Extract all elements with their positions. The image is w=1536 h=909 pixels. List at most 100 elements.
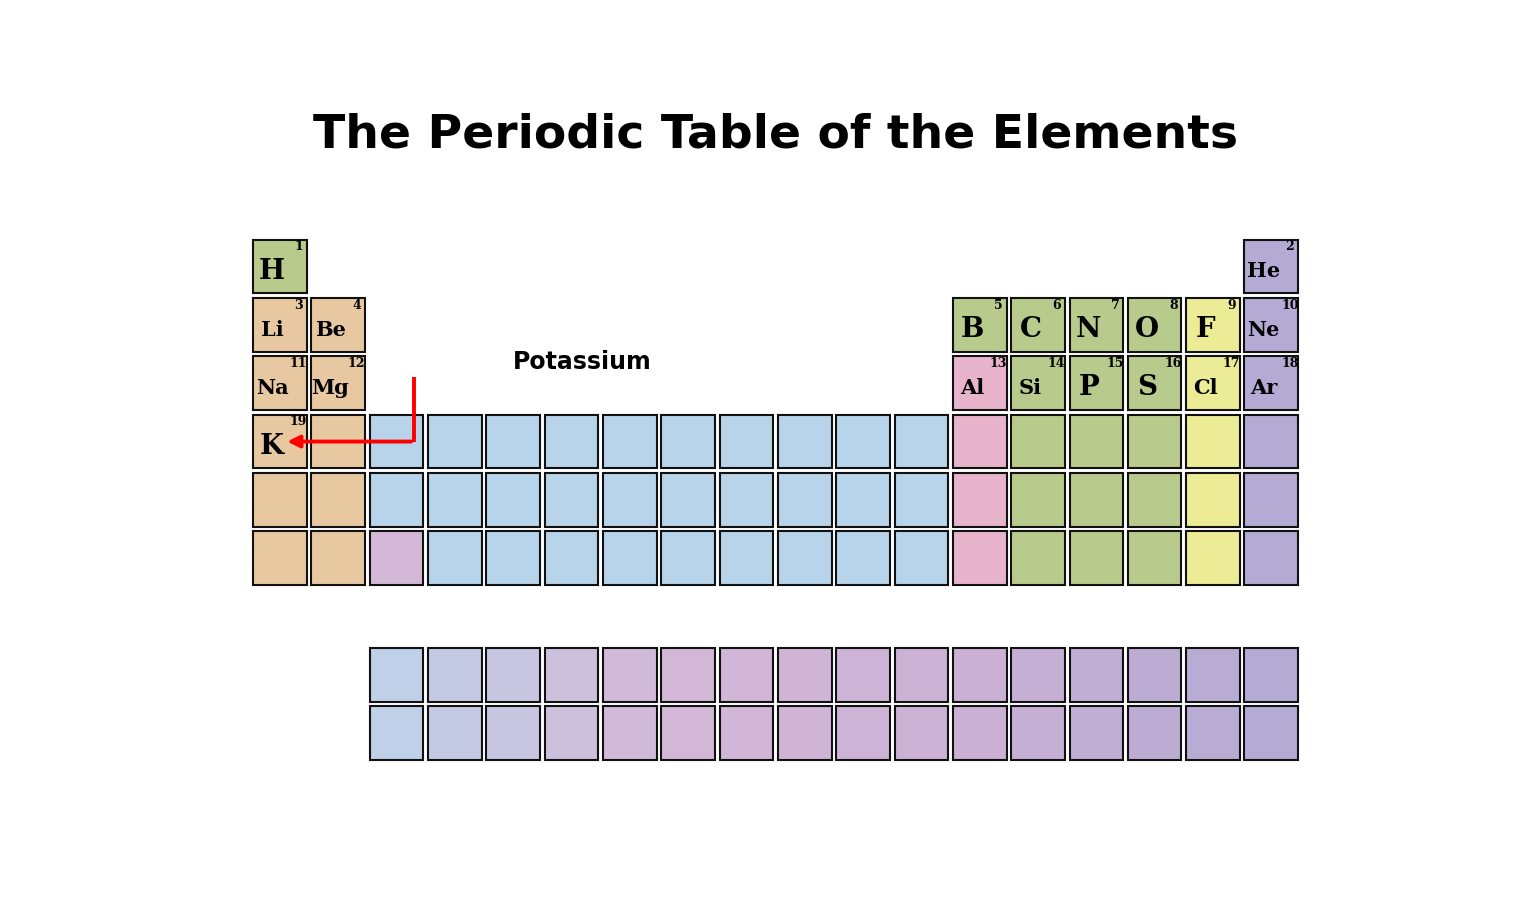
- Bar: [1186, 473, 1240, 526]
- Bar: [952, 356, 1006, 410]
- Text: 10: 10: [1281, 298, 1299, 312]
- Text: Mg: Mg: [312, 378, 349, 398]
- Bar: [660, 532, 714, 585]
- Bar: [777, 648, 831, 702]
- Bar: [1011, 415, 1064, 468]
- Bar: [253, 532, 307, 585]
- Bar: [429, 473, 482, 526]
- Bar: [1186, 706, 1240, 760]
- Bar: [777, 706, 831, 760]
- Bar: [370, 473, 424, 526]
- Text: 18: 18: [1281, 357, 1298, 370]
- Bar: [1127, 415, 1181, 468]
- Bar: [429, 532, 482, 585]
- Bar: [1011, 648, 1064, 702]
- Bar: [836, 648, 889, 702]
- Bar: [952, 415, 1006, 468]
- Bar: [604, 532, 656, 585]
- Bar: [312, 532, 366, 585]
- Bar: [1069, 298, 1123, 352]
- Bar: [1127, 706, 1181, 760]
- Bar: [487, 706, 539, 760]
- Bar: [312, 473, 366, 526]
- Bar: [894, 648, 948, 702]
- Bar: [1186, 415, 1240, 468]
- Bar: [836, 415, 889, 468]
- Bar: [370, 415, 424, 468]
- Text: Ne: Ne: [1247, 320, 1279, 340]
- Text: C: C: [1020, 316, 1041, 343]
- Text: 14: 14: [1048, 357, 1066, 370]
- Text: The Periodic Table of the Elements: The Periodic Table of the Elements: [313, 113, 1238, 158]
- Text: 9: 9: [1227, 298, 1236, 312]
- Bar: [1127, 532, 1181, 585]
- Bar: [1069, 648, 1123, 702]
- Bar: [253, 240, 307, 294]
- Bar: [952, 648, 1006, 702]
- Bar: [836, 706, 889, 760]
- Bar: [312, 298, 366, 352]
- Text: S: S: [1137, 375, 1157, 402]
- Bar: [370, 648, 424, 702]
- Bar: [1244, 648, 1298, 702]
- Text: 15: 15: [1106, 357, 1124, 370]
- Text: Potassium: Potassium: [513, 351, 651, 375]
- Bar: [487, 473, 539, 526]
- Bar: [836, 532, 889, 585]
- Text: 4: 4: [352, 298, 361, 312]
- Bar: [604, 473, 656, 526]
- Text: 5: 5: [994, 298, 1003, 312]
- Text: 7: 7: [1111, 298, 1120, 312]
- Text: Al: Al: [960, 378, 985, 398]
- Bar: [777, 473, 831, 526]
- Bar: [1244, 532, 1298, 585]
- Bar: [253, 415, 307, 468]
- Bar: [487, 532, 539, 585]
- Bar: [1011, 473, 1064, 526]
- Bar: [1186, 298, 1240, 352]
- Bar: [894, 473, 948, 526]
- Text: K: K: [260, 433, 284, 460]
- Bar: [545, 648, 598, 702]
- Bar: [894, 706, 948, 760]
- Bar: [952, 706, 1006, 760]
- Bar: [1244, 298, 1298, 352]
- Text: B: B: [960, 316, 983, 343]
- Text: Li: Li: [261, 320, 284, 340]
- Bar: [1127, 473, 1181, 526]
- Bar: [1186, 648, 1240, 702]
- Bar: [1244, 473, 1298, 526]
- Bar: [253, 356, 307, 410]
- Bar: [1186, 356, 1240, 410]
- Text: 1: 1: [293, 240, 303, 254]
- Text: 3: 3: [293, 298, 303, 312]
- Bar: [545, 415, 598, 468]
- Bar: [719, 473, 773, 526]
- Text: Be: Be: [315, 320, 346, 340]
- Bar: [952, 298, 1006, 352]
- Bar: [604, 706, 656, 760]
- Bar: [894, 532, 948, 585]
- Bar: [836, 473, 889, 526]
- Bar: [1069, 532, 1123, 585]
- Bar: [1011, 298, 1064, 352]
- Bar: [719, 415, 773, 468]
- Bar: [952, 473, 1006, 526]
- Bar: [1186, 532, 1240, 585]
- Bar: [312, 356, 366, 410]
- Bar: [1244, 415, 1298, 468]
- Bar: [1244, 240, 1298, 294]
- Bar: [487, 415, 539, 468]
- Bar: [253, 298, 307, 352]
- Bar: [604, 415, 656, 468]
- Text: Ar: Ar: [1250, 378, 1278, 398]
- Text: Si: Si: [1018, 378, 1041, 398]
- Bar: [1011, 706, 1064, 760]
- Bar: [1069, 415, 1123, 468]
- Bar: [312, 415, 366, 468]
- Bar: [777, 415, 831, 468]
- Bar: [1069, 473, 1123, 526]
- Bar: [719, 706, 773, 760]
- Bar: [370, 532, 424, 585]
- Bar: [660, 648, 714, 702]
